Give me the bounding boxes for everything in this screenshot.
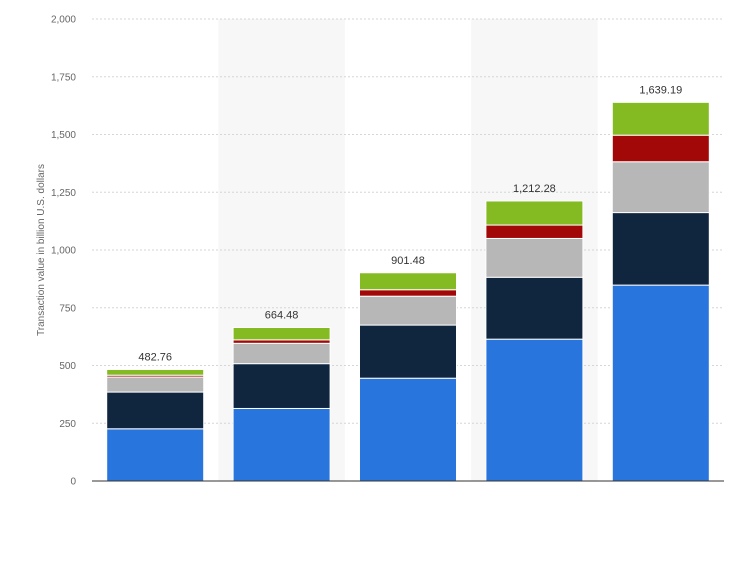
bar-segment: [359, 377, 457, 482]
y-tick-label: 1,000: [51, 246, 76, 257]
bar-segment: [485, 276, 584, 340]
bar-segment: [232, 327, 331, 341]
bar-segment: [485, 224, 584, 239]
y-tick-label: 750: [59, 303, 76, 314]
bar-segment: [106, 428, 205, 482]
bar-segment: [359, 324, 457, 379]
bar-segment: [485, 237, 584, 278]
bar-segment: [232, 342, 331, 365]
y-tick-label: 1,250: [51, 188, 76, 199]
y-axis-ticks: 0 250 500 750 1,000 1,250 1,500 1,750 2,000: [51, 15, 76, 488]
y-tick-label: 1,750: [51, 72, 76, 83]
bar-segment: [485, 200, 584, 226]
bar-segment: [232, 339, 331, 344]
bar-segment: [611, 284, 710, 482]
y-tick-label: 0: [70, 477, 76, 488]
total-label: 901.48: [391, 255, 425, 267]
total-labels: 482.76 664.48 901.48 1,212.28 1,639.19: [138, 84, 682, 363]
bar-segment: [106, 368, 205, 376]
y-axis-label: Transaction value in billion U.S. dollar…: [36, 164, 47, 336]
bar-segment: [611, 134, 710, 163]
y-tick-label: 2,000: [51, 15, 76, 26]
bar-segment: [359, 289, 457, 297]
y-tick-label: 1,500: [51, 130, 76, 141]
bar-segment: [106, 376, 205, 393]
bar-segment: [611, 161, 710, 214]
total-label: 664.48: [265, 310, 299, 322]
bar-segment: [106, 391, 205, 430]
bar-segment: [611, 212, 710, 286]
total-label: 1,212.28: [513, 183, 556, 195]
bar-segment: [359, 295, 457, 326]
y-tick-label: 500: [59, 361, 76, 372]
bar-segment: [232, 407, 331, 482]
bar-segment: [359, 272, 457, 291]
y-tick-label: 250: [59, 419, 76, 430]
bar-segment: [611, 101, 710, 136]
bar-segment: [232, 363, 331, 409]
total-label: 1,639.19: [639, 84, 682, 96]
total-label: 482.76: [138, 351, 172, 363]
bars: [106, 101, 710, 482]
bar-segment: [485, 338, 584, 482]
